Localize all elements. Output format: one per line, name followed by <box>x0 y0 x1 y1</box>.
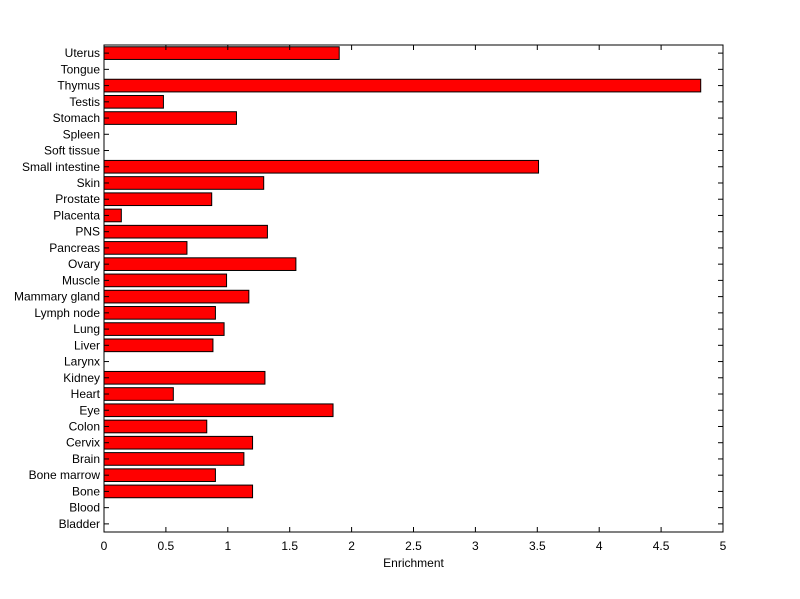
y-tick-label-prostate: Prostate <box>55 192 100 206</box>
y-tick-label-mammary-gland: Mammary gland <box>14 290 100 304</box>
bar-mammary-gland <box>103 289 250 304</box>
y-tick-label-kidney: Kidney <box>63 371 100 385</box>
y-tick-label-uterus: Uterus <box>65 46 100 60</box>
x-tick-label-8: 4 <box>596 539 603 553</box>
x-tick-label-3: 1.5 <box>281 539 298 553</box>
bar-stomach <box>103 111 237 125</box>
bar-kidney <box>103 370 266 385</box>
y-tick-label-pancreas: Pancreas <box>49 241 100 255</box>
y-tick-label-stomach: Stomach <box>53 111 100 125</box>
bar-heart <box>103 387 174 401</box>
x-tick-label-9: 4.5 <box>653 539 670 553</box>
y-tick-label-small-intestine: Small intestine <box>22 160 100 174</box>
y-tick-label-cervix: Cervix <box>66 436 100 450</box>
bar-muscle <box>103 273 228 288</box>
bar-bone <box>103 484 254 499</box>
bar-bone-marrow <box>103 468 216 483</box>
y-tick-label-tongue: Tongue <box>61 62 101 76</box>
x-tick-label-10: 5 <box>720 539 727 553</box>
y-tick-label-skin: Skin <box>77 176 100 190</box>
y-tick-label-muscle: Muscle <box>62 273 100 287</box>
y-tick-label-larynx: Larynx <box>64 355 100 369</box>
y-tick-label-bladder: Bladder <box>59 517 100 531</box>
bar-prostate <box>103 192 213 207</box>
x-axis-title: Enrichment <box>383 556 444 570</box>
y-tick-label-placenta: Placenta <box>53 208 100 222</box>
y-tick-label-ovary: Ovary <box>68 257 100 271</box>
y-tick-label-liver: Liver <box>74 338 100 352</box>
x-tick-label-5: 2.5 <box>405 539 422 553</box>
y-tick-label-testis: Testis <box>69 95 100 109</box>
x-tick-label-0: 0 <box>101 539 108 553</box>
y-tick-label-heart: Heart <box>71 387 101 401</box>
y-tick-label-blood: Blood <box>69 501 100 515</box>
bar-liver <box>103 338 214 353</box>
y-tick-label-bone: Bone <box>72 484 100 498</box>
bar-cervix <box>103 435 254 450</box>
bar-uterus <box>103 46 340 60</box>
x-tick-label-7: 3.5 <box>529 539 546 553</box>
bar-brain <box>103 452 245 466</box>
bar-ovary <box>103 257 297 271</box>
bar-pancreas <box>103 241 188 255</box>
y-tick-label-bone-marrow: Bone marrow <box>29 468 101 482</box>
bar-eye <box>103 403 334 418</box>
bar-small-intestine <box>103 159 540 174</box>
bar-testis <box>103 94 164 109</box>
bar-pns <box>103 224 268 239</box>
x-tick-label-4: 2 <box>348 539 355 553</box>
y-tick-label-spleen: Spleen <box>63 127 100 141</box>
x-tick-label-1: 0.5 <box>158 539 175 553</box>
bars-group <box>103 46 702 499</box>
y-tick-label-pns: PNS <box>75 225 100 239</box>
y-tick-label-colon: Colon <box>69 419 100 433</box>
bar-thymus <box>103 78 702 93</box>
y-tick-label-lymph-node: Lymph node <box>34 306 100 320</box>
bar-lymph-node <box>103 306 216 320</box>
y-tick-label-eye: Eye <box>79 403 100 417</box>
y-tick-label-brain: Brain <box>72 452 100 466</box>
x-tick-label-2: 1 <box>224 539 231 553</box>
ticks-group <box>103 45 724 532</box>
bar-lung <box>103 322 225 336</box>
y-tick-label-soft-tissue: Soft tissue <box>44 144 100 158</box>
y-tick-label-lung: Lung <box>73 322 100 336</box>
x-tick-label-6: 3 <box>472 539 479 553</box>
y-tick-label-thymus: Thymus <box>57 79 100 93</box>
tick-labels-group: Uterus Tongue Thymus Testis Stomach Spleen Sof… <box>14 46 727 553</box>
bar-skin <box>103 176 265 190</box>
bar-colon <box>103 419 208 434</box>
